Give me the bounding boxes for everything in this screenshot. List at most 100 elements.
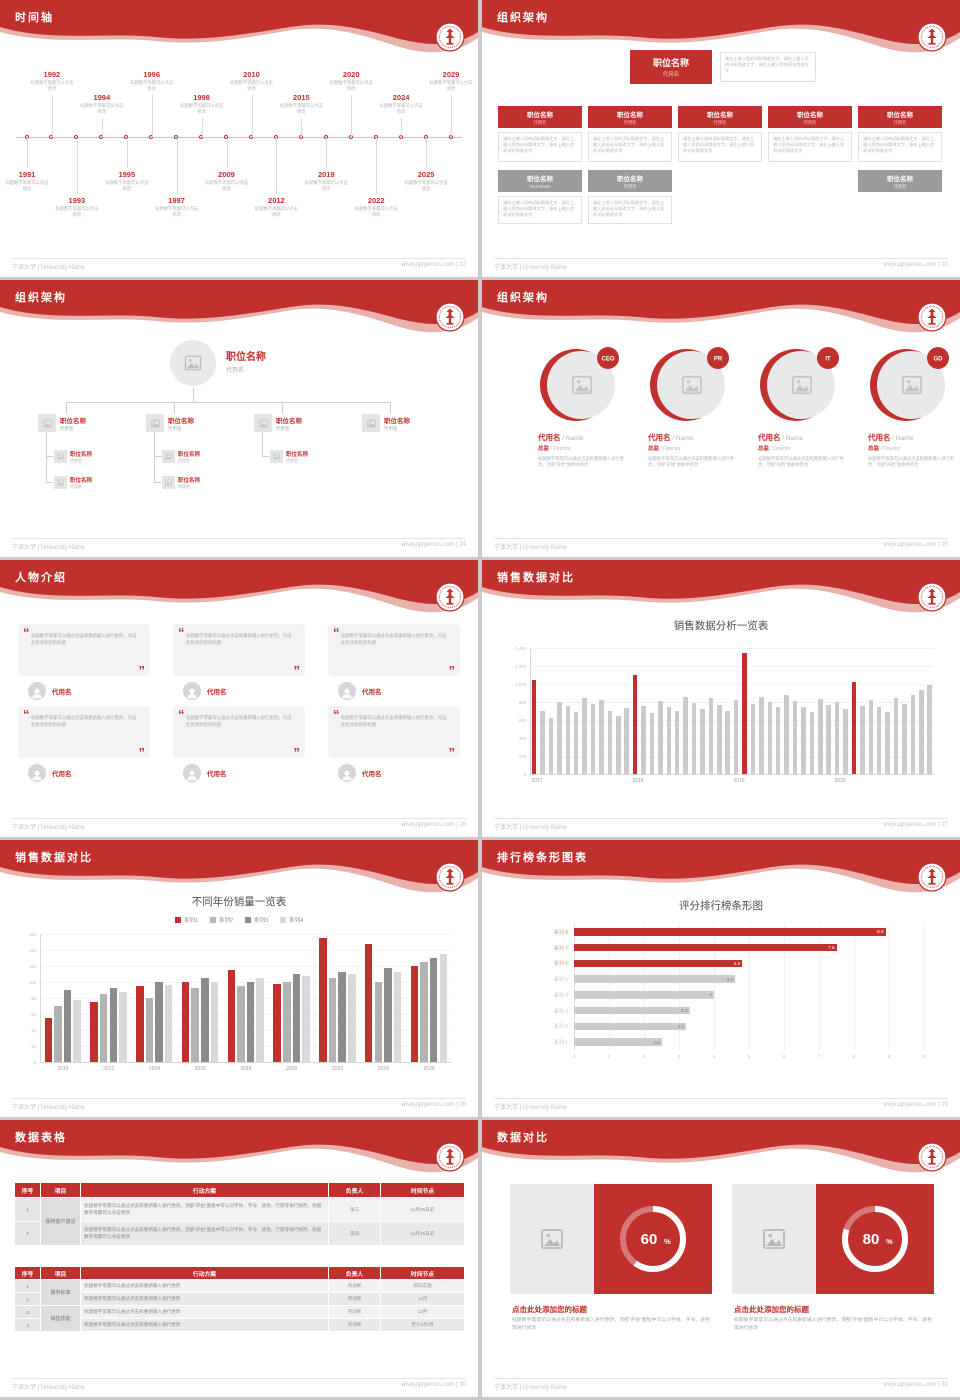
y-tick-label: 0: [33, 1059, 36, 1065]
bar: [674, 711, 680, 774]
person-name: 代用名: [52, 689, 72, 696]
timeline-year: 1996: [143, 70, 161, 79]
slide-27-sales-chart[interactable]: 销售数据对比 宁波大学 | University Name www.pptgeniu…: [482, 560, 960, 837]
gridline: [924, 924, 925, 1050]
timeline-stem: [301, 118, 303, 137]
position-name: 职位名称: [527, 176, 553, 183]
connector-line: [262, 432, 263, 457]
slide-26-people-intro[interactable]: 人物介绍 宁波大学 | University Name www.pptgenius.…: [0, 560, 478, 837]
timeline-year: 2015: [293, 93, 310, 102]
bar: [99, 994, 108, 1062]
slide-title: 组织架构: [15, 292, 67, 304]
timeline-caption: 标题数字等都可以点击修改: [230, 80, 273, 91]
x-tick-label: 2016: [194, 1066, 206, 1072]
image-placeholder-icon: [366, 419, 376, 427]
chart-heading: 销售数据分析一览表: [673, 620, 769, 632]
table-cell: 至少1次/月: [380, 1318, 465, 1332]
slide-30-data-table[interactable]: 数据表格宁波大学 | University Name www.pptgenius.…: [0, 1120, 478, 1397]
x-tick-label: 2014: [148, 1066, 161, 1072]
open-quote-icon: “: [178, 625, 185, 640]
table-header-cell: 行动方案: [80, 1266, 329, 1280]
slide-22-timeline[interactable]: 时间轴 宁波大学 | University Name www.pptgenius.c…: [0, 0, 478, 277]
value-label: 3.2: [677, 1023, 684, 1029]
compare-image-box: [510, 1184, 594, 1294]
header-wave: [0, 840, 478, 893]
slide-23-org-structure[interactable]: 组织架构 宁波大学 | University Name www.pptgenius.…: [482, 0, 960, 277]
value-label: 8.9: [877, 929, 884, 935]
table-cell: 2: [14, 1221, 41, 1246]
timeline-dot: [199, 134, 204, 139]
university-logo-graphic: [435, 862, 465, 892]
x-tick-label: 2010: [57, 1066, 69, 1072]
timeline-event: 1995 标题数字等都可以点击修改: [104, 170, 150, 191]
y-axis: [40, 934, 41, 1062]
org-desc-box: 请在上输入您的词句简改文字，请在上输入您的词句简改文字，请在上输入您的词句简改文…: [498, 132, 582, 162]
y-tick-label: 0: [523, 771, 526, 777]
position-name: 职位名称: [178, 452, 201, 458]
x-tick-label: 4: [712, 1054, 716, 1059]
open-quote-icon: “: [23, 707, 30, 722]
position-name: 职位名称: [887, 111, 913, 119]
x-tick-label: 7: [817, 1054, 821, 1059]
timeline-caption: 标题数字等都可以点击修改: [5, 180, 49, 191]
bar: [574, 959, 742, 968]
slide-footer: 宁波大学 | University Name www.pptgenius.com …: [12, 1378, 466, 1391]
table-cell: 内训师: [328, 1292, 381, 1306]
timeline-stem: [351, 95, 353, 137]
slide-28-sales-chart[interactable]: 销售数据对比 宁波大学 | University Name www.pptgeniu…: [0, 840, 478, 1117]
timeline-caption: 标题数字等都可以点击修改: [329, 80, 373, 91]
bar: [851, 682, 857, 774]
close-quote-icon: ”: [138, 745, 146, 760]
slide-25-org-structure[interactable]: 组织架构 宁波大学 | University Name www.pptgenius.…: [482, 280, 960, 557]
position-name: 职位名称: [527, 111, 553, 119]
slide-31-data-compare[interactable]: 数据对比 宁波大学 | University Name www.pptgenius.…: [482, 1120, 960, 1397]
gridline: [644, 924, 645, 1050]
bar: [44, 1018, 53, 1062]
gridline: [854, 924, 855, 1050]
role-cn: 总监: [758, 446, 770, 452]
org-position-box: 职位名称 代用名: [630, 50, 712, 84]
slide-footer: 宁波大学 | University Name www.pptgenius.com …: [494, 1098, 948, 1111]
legend-label: 系列3: [254, 918, 269, 924]
position-sub: 代用名: [286, 458, 298, 463]
position-name: 职位名称: [60, 418, 86, 425]
org-circle-graphic: GD: [870, 347, 949, 421]
x-tick-label: 1: [607, 1054, 611, 1059]
bar: [691, 702, 697, 774]
slide-29-ranking-chart[interactable]: 排行榜条形图表 宁波大学 | University Name www.pptgeni…: [482, 840, 960, 1117]
x-axis: [40, 1062, 452, 1063]
timeline-event: 2024 标题数字等都可以点击修改: [378, 93, 424, 114]
table-cell: 保持客户激活: [40, 1197, 81, 1246]
x-tick-label: 10: [921, 1054, 927, 1059]
quote-text: 标题数字等都可以通过点击和重新输入进行更改，点击此处添加您的标题: [186, 633, 292, 645]
org-position-box: 职位名称 代用名: [768, 106, 852, 128]
slide-24-org-structure[interactable]: 组织架构 宁波大学 | University Name www.pptgenius.…: [0, 280, 478, 557]
image-placeholder-icon: [42, 419, 52, 427]
timeline-stem: [151, 95, 153, 137]
x-tick-label: 2022: [332, 1066, 344, 1072]
y-tick-label: 600: [518, 717, 526, 723]
bar: [683, 696, 688, 774]
org-child-photo: [54, 450, 67, 463]
bar: [809, 711, 815, 774]
y-tick-label: 60: [31, 1011, 36, 1017]
y-axis: [530, 648, 531, 774]
org-child-label: 职位名称 代用名: [70, 476, 92, 490]
x-tick-label: 9: [887, 1054, 891, 1059]
timeline-caption: 标题数字等都可以点击修改: [80, 103, 124, 114]
timeline-event: 2019 标题数字等都可以点击修改: [303, 170, 349, 191]
compare-body: 标题数字等等可以通过点击和重新输入进行更改，顶部“开始”面板中可以对字体、字号、…: [734, 1318, 932, 1331]
bar: [658, 701, 663, 774]
timeline-event: 1994 标题数字等都可以点击修改: [79, 93, 125, 114]
connector-line: [46, 456, 53, 457]
gridline: [40, 1046, 452, 1047]
x-tick-label: 2017: [531, 778, 543, 784]
svg-text:%: %: [886, 1237, 893, 1246]
bar: [885, 711, 890, 774]
bar: [919, 690, 924, 774]
connector-line: [154, 456, 161, 457]
slide-header: 数据表格: [0, 1120, 478, 1180]
open-quote-icon: “: [23, 625, 30, 640]
table-header-cell: 时间节点: [380, 1182, 465, 1198]
bar: [792, 701, 798, 774]
